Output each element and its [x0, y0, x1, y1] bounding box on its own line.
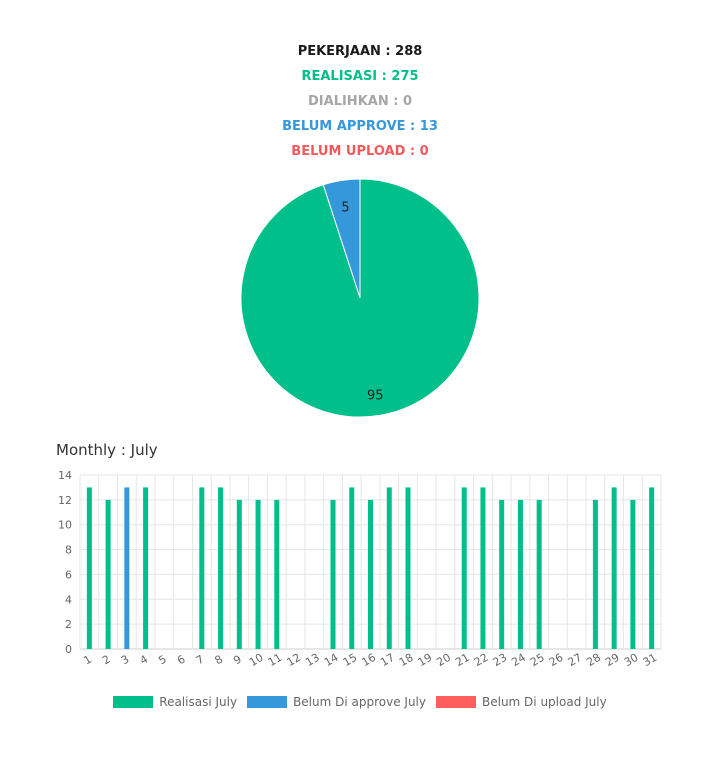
pie-slice-label: 95: [367, 388, 384, 403]
x-tick-label: 30: [622, 651, 641, 669]
bar[interactable]: [517, 499, 523, 649]
bar[interactable]: [86, 487, 92, 649]
x-tick-label: 5: [156, 653, 169, 668]
bar[interactable]: [536, 499, 542, 649]
y-tick-label: 12: [58, 494, 72, 507]
y-tick-label: 6: [65, 568, 72, 581]
dialihkan-label: DIALIHKAN : 0: [308, 94, 412, 109]
pie-chart: 5 95: [240, 178, 480, 418]
summary-stats: PEKERJAAN : 288 REALISASI : 275 DIALIHKA…: [0, 42, 720, 167]
bar[interactable]: [105, 499, 111, 649]
x-tick-label: 25: [528, 651, 547, 669]
chart-legend: Realisasi July Belum Di approve July Bel…: [0, 695, 720, 709]
x-tick-label: 29: [603, 651, 622, 669]
x-tick-label: 24: [509, 651, 528, 669]
y-tick-label: 10: [58, 519, 72, 532]
legend-label: Realisasi July: [159, 695, 238, 709]
x-tick-label: 7: [194, 653, 207, 668]
legend-item-realisasi[interactable]: Realisasi July: [113, 695, 237, 709]
x-tick-label: 27: [566, 651, 585, 669]
bar[interactable]: [611, 487, 617, 649]
x-tick-label: 28: [584, 651, 603, 669]
legend-label: Belum Di approve July: [293, 695, 426, 709]
x-tick-label: 4: [138, 653, 151, 668]
y-tick-label: 0: [65, 643, 72, 656]
x-tick-label: 20: [434, 651, 453, 669]
belum-upload-label: BELUM UPLOAD : 0: [291, 144, 429, 159]
x-tick-label: 21: [453, 651, 472, 669]
bar[interactable]: [349, 487, 355, 649]
x-tick-label: 23: [491, 651, 510, 669]
x-tick-label: 18: [397, 651, 416, 669]
bar[interactable]: [386, 487, 392, 649]
bar[interactable]: [218, 487, 224, 649]
y-tick-label: 4: [65, 593, 72, 606]
bar[interactable]: [199, 487, 205, 649]
bar[interactable]: [649, 487, 655, 649]
x-tick-label: 12: [284, 651, 303, 669]
realisasi-label: REALISASI : 275: [301, 69, 419, 84]
x-tick-label: 1: [81, 653, 94, 668]
bar[interactable]: [499, 499, 505, 649]
legend-item-belum-upload[interactable]: Belum Di upload July: [436, 695, 607, 709]
bar[interactable]: [124, 487, 130, 649]
x-tick-label: 31: [641, 651, 660, 669]
x-tick-label: 17: [378, 651, 397, 669]
bar[interactable]: [480, 487, 486, 649]
pie-slice[interactable]: [240, 178, 480, 418]
bar[interactable]: [236, 499, 242, 649]
legend-label: Belum Di upload July: [482, 695, 607, 709]
x-tick-label: 10: [247, 651, 266, 669]
legend-swatch-belum-approve: [247, 696, 288, 708]
bar[interactable]: [405, 487, 411, 649]
x-tick-label: 14: [322, 651, 341, 669]
x-tick-label: 15: [341, 651, 360, 669]
y-tick-label: 8: [65, 544, 72, 557]
legend-swatch-realisasi: [113, 696, 154, 708]
bar[interactable]: [461, 487, 467, 649]
x-tick-label: 19: [416, 651, 435, 669]
pie-slice-label: 5: [341, 200, 349, 215]
x-tick-label: 3: [119, 653, 132, 668]
y-tick-label: 2: [65, 618, 72, 631]
bar[interactable]: [330, 499, 336, 649]
y-tick-label: 14: [58, 469, 72, 482]
bar[interactable]: [274, 499, 280, 649]
bar[interactable]: [143, 487, 149, 649]
legend-item-belum-approve[interactable]: Belum Di approve July: [247, 695, 426, 709]
x-tick-label: 2: [100, 653, 113, 668]
x-tick-label: 26: [547, 651, 566, 669]
bar[interactable]: [592, 499, 598, 649]
total-jobs-label: PEKERJAAN : 288: [297, 44, 423, 59]
x-tick-label: 13: [303, 651, 322, 669]
legend-swatch-belum-upload: [436, 696, 476, 708]
x-tick-label: 8: [213, 653, 226, 668]
x-tick-label: 22: [472, 651, 491, 669]
bar[interactable]: [630, 499, 636, 649]
monthly-chart-title: Monthly : July: [56, 441, 158, 459]
bar[interactable]: [255, 499, 261, 649]
belum-approve-label: BELUM APPROVE : 13: [282, 119, 438, 134]
x-tick-label: 6: [175, 653, 188, 668]
x-tick-label: 9: [231, 653, 244, 668]
x-tick-label: 11: [266, 651, 285, 669]
bar[interactable]: [368, 499, 373, 649]
x-tick-label: 16: [359, 651, 378, 669]
